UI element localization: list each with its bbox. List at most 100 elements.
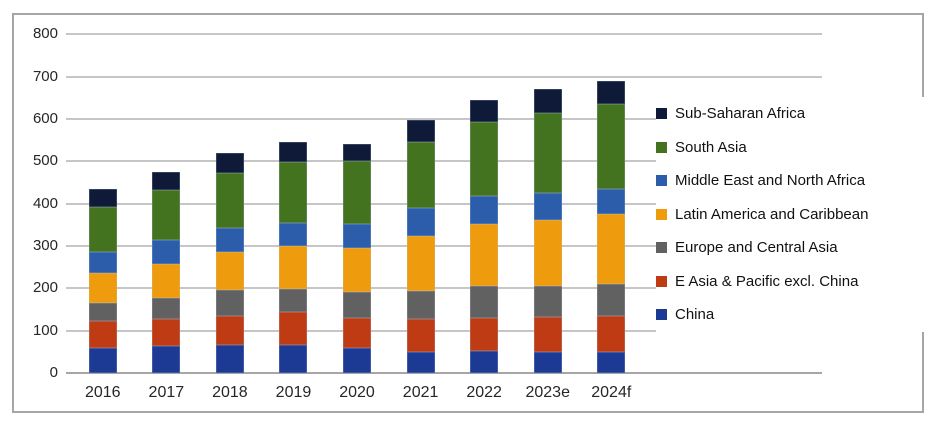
bar-segment [533, 285, 562, 317]
legend-item: South Asia [656, 131, 924, 165]
bar-segment [343, 224, 372, 249]
stacked-bar [343, 143, 372, 373]
bar-segment [88, 321, 117, 348]
bar-column-2016 [71, 34, 135, 373]
gridline [66, 244, 822, 247]
y-axis-tick-label: 700 [32, 67, 58, 85]
stacked-bar [406, 120, 435, 373]
stacked-bar [215, 152, 244, 373]
y-axis-tick-label: 300 [32, 236, 58, 254]
bar-segment [406, 142, 435, 208]
bar-segment [88, 207, 117, 253]
bar-segment [533, 219, 562, 286]
bar-segment [406, 236, 435, 292]
bar-column-2017 [135, 34, 199, 373]
x-axis-tick-label: 2016 [84, 384, 121, 401]
bar-segment [406, 120, 435, 143]
bar-segment [343, 348, 372, 373]
legend-swatch-icon [656, 141, 667, 153]
legend-swatch-icon [656, 208, 667, 220]
bar-segment [152, 239, 181, 264]
gridline [66, 329, 822, 332]
bar-segment [406, 351, 435, 373]
bar-column-2021 [389, 34, 453, 373]
gridline [66, 287, 822, 290]
x-axis-tick-label: 2018 [212, 384, 248, 401]
bar-segment [279, 162, 308, 224]
bar-column-2022 [452, 34, 516, 373]
bar-segment [215, 152, 244, 174]
gridline [66, 117, 822, 120]
bar-segment [470, 318, 499, 352]
x-axis-line [66, 372, 822, 374]
bar-segment [215, 227, 244, 252]
bar-segment [470, 121, 499, 196]
bar-segment [279, 223, 308, 246]
bar-segment [343, 161, 372, 225]
bar-segment [533, 351, 562, 373]
stacked-bar [279, 142, 308, 373]
legend-item: Latin America and Caribbean [656, 198, 924, 232]
bar-segment [597, 316, 626, 353]
bar-segment [343, 143, 372, 162]
gridline [66, 160, 822, 163]
bar-segment [279, 246, 308, 290]
bar-segment [215, 173, 244, 228]
bar-segment [597, 213, 626, 284]
bar-segment [215, 316, 244, 346]
bar-segment [279, 142, 308, 163]
legend-item: Europe and Central Asia [656, 231, 924, 265]
bar-column-2023e [516, 34, 580, 373]
bar-segment [597, 188, 626, 214]
bar-segment [343, 292, 372, 318]
bar-segment [597, 80, 626, 104]
x-axis-tick-label: 2020 [339, 384, 375, 401]
legend-swatch-icon [656, 175, 667, 187]
bar-segment [470, 99, 499, 122]
bar-segment [215, 345, 244, 373]
x-axis-labels: 2016 2017 2018 2019 2020 2021 2022 2023e 2024f [71, 384, 643, 402]
y-axis-tick-label: 800 [32, 25, 58, 43]
stacked-bar [88, 188, 117, 373]
legend-item: China [656, 298, 924, 332]
x-axis-tick-label: 2022 [466, 384, 502, 401]
x-axis-tick-label: 2024f [591, 384, 632, 401]
legend-item: Middle East and North Africa [656, 164, 924, 198]
bar-segment [215, 290, 244, 317]
bar-segment [406, 318, 435, 352]
bar-segment [343, 317, 372, 349]
bar-segment [470, 351, 499, 373]
bar-segment [470, 196, 499, 224]
bar-segment [88, 188, 117, 208]
bar-segment [152, 318, 181, 347]
bar-segment [88, 347, 117, 373]
legend-label: Sub-Saharan Africa [675, 105, 806, 123]
bar-segment [152, 171, 181, 191]
bar-segment [152, 263, 181, 298]
bar-column-2018 [198, 34, 262, 373]
gridline [66, 75, 822, 78]
bar-segment [533, 316, 562, 352]
bar-segment [533, 89, 562, 113]
legend-item: Sub-Saharan Africa [656, 97, 924, 131]
gridline [66, 33, 822, 36]
x-axis-tick-label: 2021 [402, 384, 439, 401]
bar-segment [88, 252, 117, 274]
x-axis-tick-label: 2019 [275, 384, 312, 401]
legend-swatch-icon [656, 108, 667, 120]
stacked-bar [597, 80, 626, 373]
bar-segment [406, 207, 435, 237]
bar-segment [597, 103, 626, 189]
bar-segment [152, 190, 181, 240]
bar-column-2024f [580, 34, 644, 373]
bar-segment [215, 251, 244, 291]
stacked-bar [470, 99, 499, 373]
bar-segment [597, 352, 626, 373]
y-axis-tick-label: 100 [32, 321, 58, 339]
bar-segment [279, 312, 308, 345]
y-axis-tick-label: 600 [32, 109, 58, 127]
legend-item: E Asia & Pacific excl. China [656, 265, 924, 299]
y-axis-tick-label: 0 [49, 364, 58, 381]
legend-label: Middle East and North Africa [675, 172, 866, 190]
